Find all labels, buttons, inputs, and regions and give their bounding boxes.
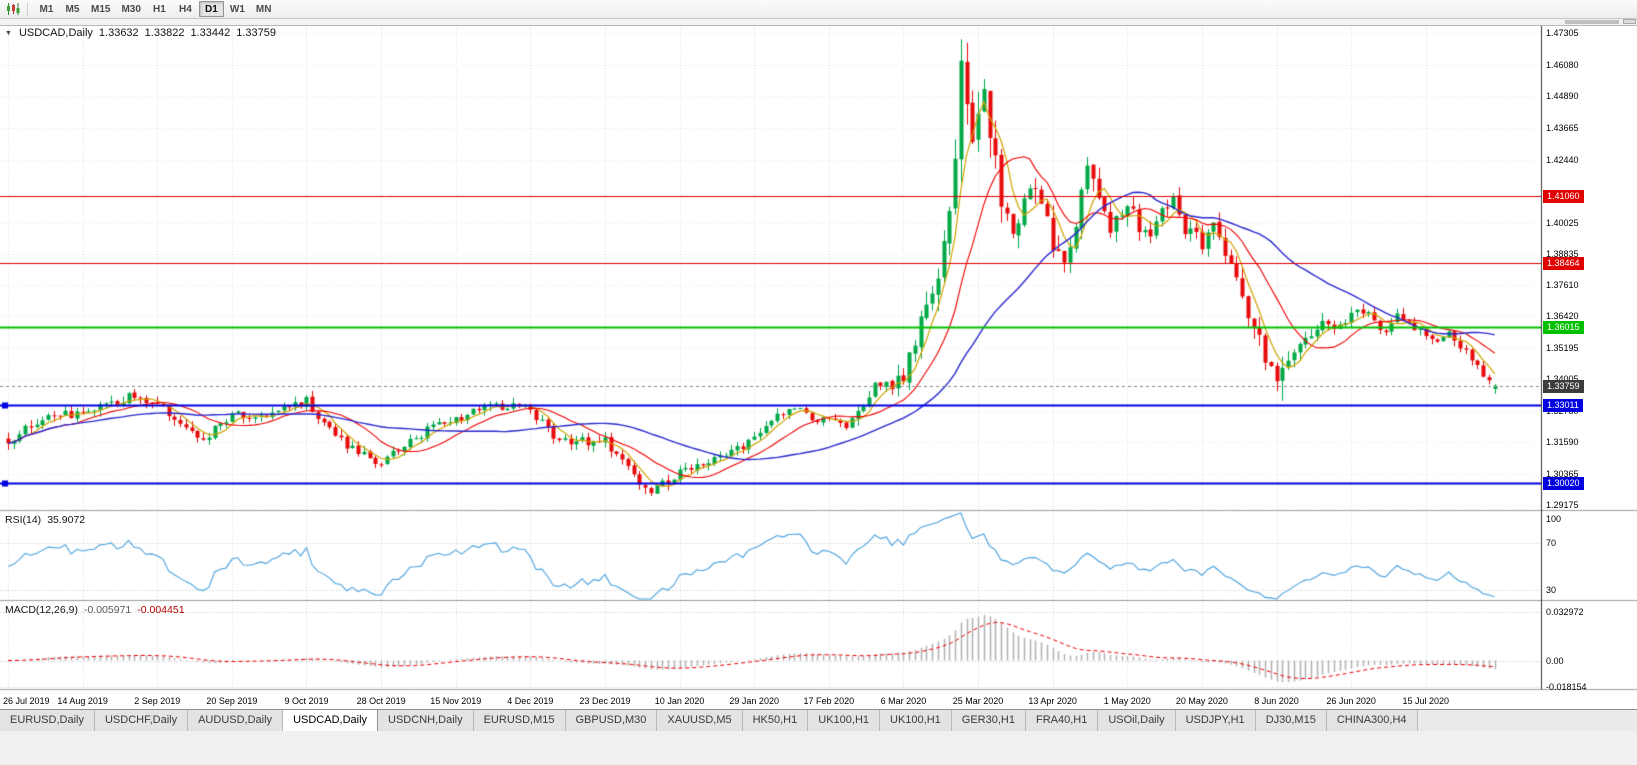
- timeframe-button-w1[interactable]: W1: [225, 1, 250, 17]
- price-axis-label: 1.35195: [1546, 343, 1579, 354]
- chart-tab[interactable]: UK100,H1: [880, 710, 952, 731]
- chart-tab[interactable]: CHINA300,H4: [1326, 710, 1418, 731]
- candlestick-chart-icon[interactable]: [4, 3, 22, 16]
- chart-canvas[interactable]: [0, 19, 1637, 709]
- macd-indicator-label: MACD(12,26,9) -0.005971 -0.004451: [5, 604, 185, 616]
- bar-close-value: 1.33759: [236, 27, 276, 39]
- scrollbar-thumb[interactable]: [1565, 20, 1619, 24]
- chart-tab[interactable]: GBPUSD,M30: [565, 710, 658, 731]
- price-axis-label: 1.40025: [1546, 217, 1579, 228]
- macd-axis-label: 0.00: [1546, 655, 1564, 666]
- chart-tab[interactable]: XAUUSD,M5: [657, 710, 743, 731]
- macd-axis-label: -0.018154: [1546, 682, 1587, 693]
- date-axis-label: 20 May 2020: [1175, 696, 1228, 706]
- timeframe-toolbar: M1 M5 M15 M30 H1 H4 D1 W1 MN: [0, 0, 1637, 19]
- price-axis-label: 1.43665: [1546, 122, 1579, 133]
- date-axis-label: 23 Dec 2019: [579, 696, 631, 706]
- status-area: [0, 731, 1637, 765]
- price-axis-label: 1.36420: [1546, 311, 1579, 322]
- date-axis-label: 17 Feb 2020: [803, 696, 855, 706]
- timeframe-button-m5[interactable]: M5: [60, 1, 85, 17]
- macd-main-value: -0.005971: [83, 604, 132, 616]
- chart-tab[interactable]: USDCHF,Daily: [94, 710, 189, 731]
- price-axis-label: 1.44890: [1546, 90, 1579, 101]
- date-axis-label: 9 Oct 2019: [284, 696, 329, 706]
- bar-high-value: 1.33822: [144, 27, 185, 39]
- price-axis-label: 1.37610: [1546, 280, 1579, 291]
- date-axis-label: 1 May 2020: [1103, 696, 1151, 706]
- chart-tab[interactable]: GER30,H1: [951, 710, 1026, 731]
- timeframe-button-m30[interactable]: M30: [116, 1, 145, 17]
- macd-signal-value: -0.004451: [137, 604, 185, 616]
- timeframe-button-h1[interactable]: H1: [147, 1, 172, 17]
- price-axis-label: 1.46080: [1546, 59, 1579, 70]
- chart-window: ▼ USDCAD,Daily 1.33632 1.33822 1.33442 1…: [0, 19, 1637, 709]
- toolbar-separator: [27, 2, 28, 16]
- date-axis-label: 2 Sep 2019: [134, 696, 181, 706]
- timeframe-button-m15[interactable]: M15: [86, 1, 115, 17]
- date-axis-label: 15 Nov 2019: [430, 696, 482, 706]
- chart-tab[interactable]: EURUSD,M15: [473, 710, 566, 731]
- timeframe-button-d1[interactable]: D1: [198, 1, 224, 17]
- chart-tab[interactable]: HK50,H1: [742, 710, 809, 731]
- bar-low-value: 1.33442: [190, 27, 231, 39]
- rsi-indicator-label: RSI(14) 35.9072: [5, 514, 85, 526]
- price-axis-label: 1.38835: [1546, 248, 1579, 259]
- rsi-axis-label: 70: [1546, 538, 1557, 548]
- date-axis-label: 26 Jul 2019: [3, 696, 50, 706]
- price-line-label: 1.33011: [1543, 399, 1583, 413]
- price-line-label: 1.36015: [1543, 320, 1584, 334]
- date-axis-label: 20 Sep 2019: [206, 696, 258, 706]
- price-line-label: 1.38464: [1543, 257, 1584, 271]
- date-axis-label: 14 Aug 2019: [57, 696, 108, 706]
- macd-axis-label: 0.032972: [1546, 606, 1584, 617]
- current-price-label: 1.33759: [1543, 379, 1584, 393]
- chart-tab[interactable]: FRA40,H1: [1025, 710, 1099, 731]
- rsi-name: RSI(14): [5, 514, 42, 526]
- macd-name: MACD(12,26,9): [5, 604, 78, 616]
- chevron-down-icon[interactable]: ▼: [5, 29, 12, 37]
- rsi-axis-label: 100: [1546, 514, 1562, 524]
- chart-tab[interactable]: USDCNH,Daily: [378, 710, 474, 731]
- price-axis-label: 1.29175: [1546, 499, 1579, 510]
- date-axis-label: 15 Jul 2020: [1402, 696, 1450, 706]
- date-axis-label: 26 Jun 2020: [1326, 696, 1376, 706]
- chart-tab[interactable]: USOil,Daily: [1098, 710, 1176, 731]
- rsi-axis-label: 30: [1546, 585, 1557, 595]
- timeframe-button-h4[interactable]: H4: [173, 1, 198, 17]
- price-axis-label: 1.30365: [1546, 469, 1579, 480]
- price-axis-label: 1.31590: [1546, 437, 1579, 448]
- scrollbar-right-button[interactable]: [1623, 19, 1636, 24]
- rsi-value: 35.9072: [47, 514, 86, 526]
- chart-tabs-bar: EURUSD,Daily USDCHF,Daily AUDUSD,Daily USDC…: [0, 709, 1637, 731]
- timeframe-button-m1[interactable]: M1: [34, 1, 59, 17]
- price-axis-label: 1.47305: [1546, 28, 1579, 38]
- date-axis-label: 29 Jan 2020: [729, 696, 779, 706]
- price-axis-label: 1.34005: [1546, 374, 1579, 384]
- date-axis-label: 28 Oct 2019: [356, 696, 406, 706]
- date-axis-label: 6 Mar 2020: [880, 696, 927, 706]
- timeframe-button-mn[interactable]: MN: [251, 1, 277, 17]
- price-line-label: 1.41060: [1543, 189, 1584, 203]
- chart-symbol-label: USDCAD,Daily: [18, 27, 93, 39]
- chart-tab[interactable]: AUDUSD,Daily: [188, 710, 284, 731]
- chart-hscrollbar[interactable]: [0, 19, 1637, 26]
- chart-tab[interactable]: DJ30,M15: [1255, 710, 1327, 731]
- date-axis-label: 10 Jan 2020: [654, 696, 705, 706]
- chart-ohlc-info: ▼ USDCAD,Daily 1.33632 1.33822 1.33442 1…: [5, 27, 276, 39]
- bar-open-value: 1.33632: [98, 27, 139, 39]
- date-axis-label: 4 Dec 2019: [507, 696, 554, 706]
- chart-tab[interactable]: UK100,H1: [808, 710, 881, 731]
- chart-tab[interactable]: USDJPY,H1: [1175, 710, 1256, 731]
- price-line-label: 1.30020: [1543, 476, 1584, 490]
- date-axis-label: 25 Mar 2020: [952, 696, 1004, 706]
- price-axis-label: 1.42440: [1546, 154, 1579, 165]
- date-axis-label: 8 Jun 2020: [1254, 696, 1299, 706]
- date-axis-label: 13 Apr 2020: [1028, 696, 1077, 706]
- chart-tab[interactable]: USDCAD,Daily: [283, 710, 379, 731]
- chart-tab[interactable]: EURUSD,Daily: [0, 710, 95, 731]
